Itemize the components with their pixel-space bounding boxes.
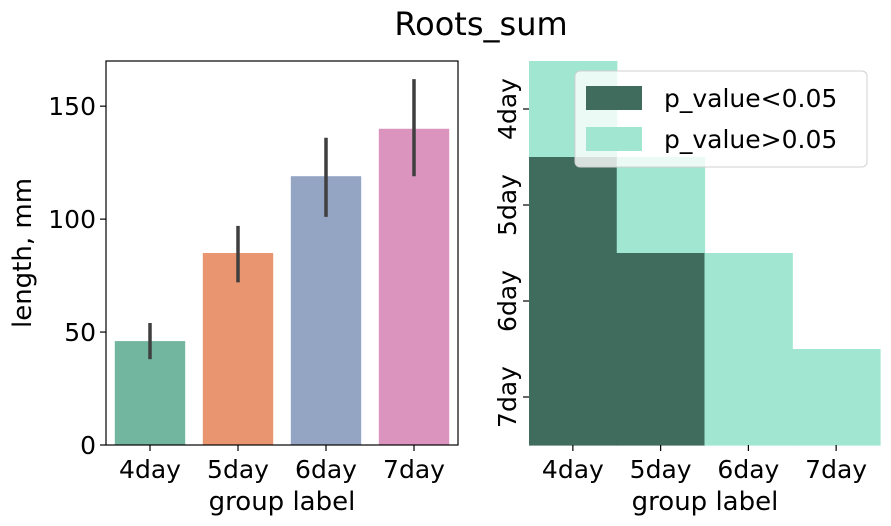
- legend-entry-label: p_value>0.05: [664, 125, 837, 154]
- heatmap-x-tick-label: 4day: [542, 455, 604, 484]
- bar-x-tick-label: 5day: [207, 455, 269, 484]
- heatmap-cell-6day-5day: [617, 253, 705, 350]
- heatmap-cell-6day-6day: [705, 253, 793, 350]
- legend-swatch: [586, 127, 642, 151]
- bar-x-tick-label: 4day: [119, 455, 181, 484]
- bar-x-axis-label: group label: [209, 487, 356, 517]
- legend-entry-label: p_value<0.05: [664, 84, 837, 113]
- heatmap-y-tick-label: 5day: [493, 174, 522, 236]
- bar-y-tick-label: 100: [48, 205, 96, 234]
- figure-title: Roots_sum: [394, 5, 567, 43]
- heatmap-chart: group label 4day 5day 6day 7day 4day 5day 6day…: [493, 61, 881, 517]
- heatmap-cell-6day-4day: [529, 253, 617, 350]
- bar-y-tick-label: 50: [64, 318, 96, 347]
- heatmap-x-tick-label: 6day: [717, 455, 779, 484]
- heatmap-y-tick-label: 4day: [493, 78, 522, 140]
- heatmap-y-tick-label: 7day: [493, 366, 522, 428]
- heatmap-x-tick-label: 5day: [630, 455, 692, 484]
- bar-y-tick-label: 150: [48, 92, 96, 121]
- heatmap-legend: p_value<0.05 p_value>0.05: [575, 71, 867, 167]
- heatmap-y-tick-label: 6day: [493, 270, 522, 332]
- legend-swatch: [586, 86, 642, 110]
- heatmap-cell-7day-5day: [617, 349, 705, 446]
- heatmap-cell-7day-7day: [792, 349, 880, 446]
- bar-x-tick-label: 7day: [383, 455, 445, 484]
- heatmap-cell-5day-5day: [617, 157, 705, 254]
- heatmap-x-axis-label: group label: [632, 487, 779, 517]
- bar-chart: length, mm group label 4day 5day 6day 7day 0…: [8, 61, 458, 517]
- bar-y-tick-label: 0: [80, 431, 96, 460]
- heatmap-cell-7day-4day: [529, 349, 617, 446]
- heatmap-cell-5day-4day: [529, 157, 617, 254]
- heatmap-cell-7day-6day: [705, 349, 793, 446]
- bar-y-axis-label: length, mm: [8, 178, 38, 328]
- bar-x-tick-label: 6day: [295, 455, 357, 484]
- heatmap-x-tick-label: 7day: [805, 455, 867, 484]
